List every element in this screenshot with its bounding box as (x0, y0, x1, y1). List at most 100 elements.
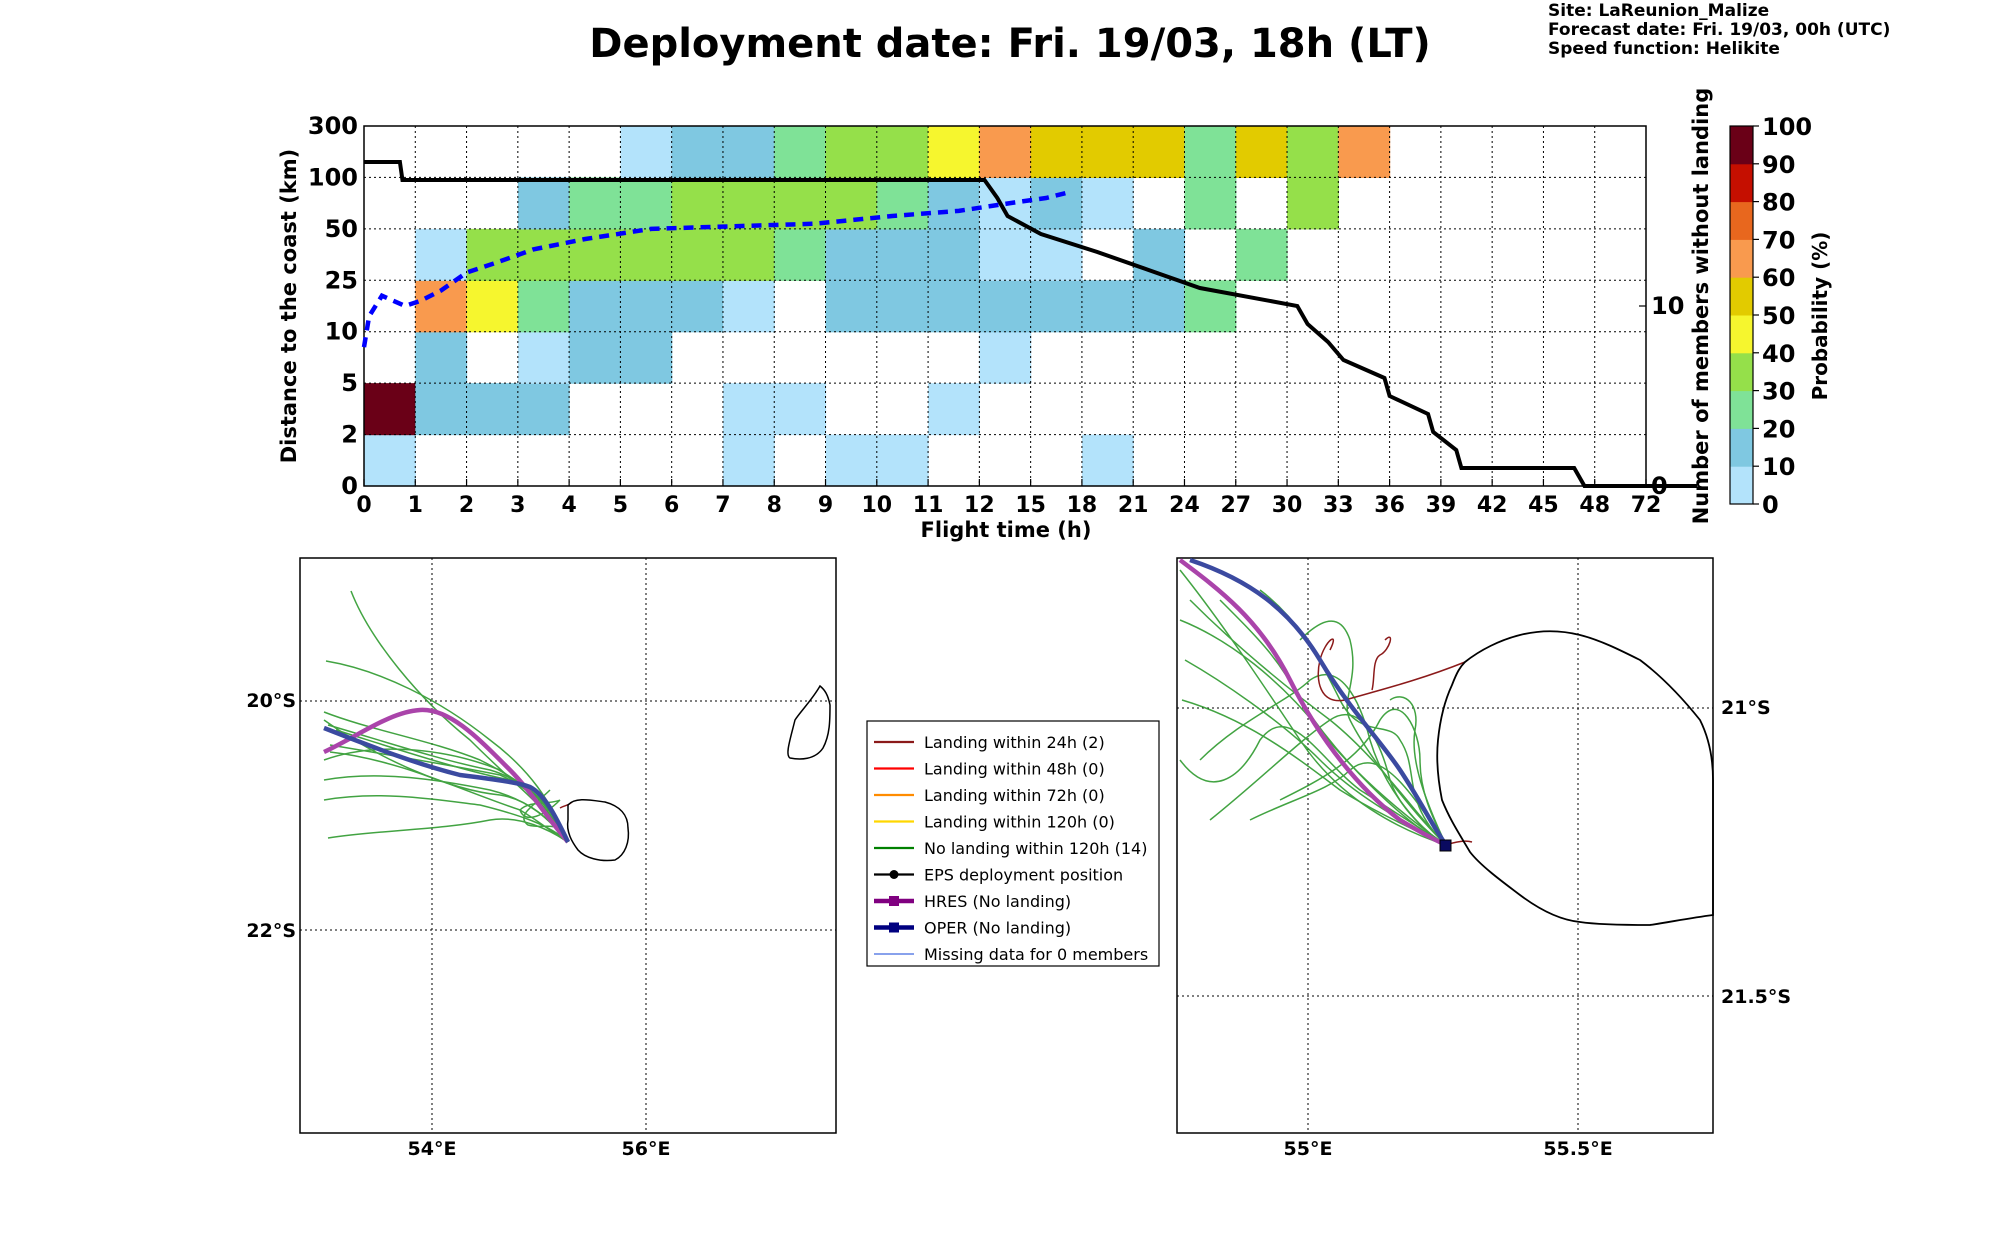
heat-cell (517, 228, 570, 281)
heat-cell (1030, 126, 1083, 179)
heat-cell (620, 126, 673, 179)
grid-lines (364, 126, 1646, 486)
heat-cell (364, 434, 416, 487)
heat-cell (671, 228, 724, 281)
legend-label: HRES (No landing) (924, 892, 1071, 911)
colorbar-tick-label: 20 (1762, 415, 1795, 443)
legend-label: No landing within 120h (14) (924, 839, 1147, 858)
chart-title: Deployment date: Fri. 19/03, 18h (LT) (589, 21, 1431, 67)
heat-cell (825, 228, 878, 281)
site-label: Site: LaReunion_Malize (1548, 1, 1769, 21)
legend-marker (889, 922, 899, 933)
heat-cell (774, 177, 827, 230)
heat-cell (415, 331, 468, 384)
x-tick-label: 36 (1374, 493, 1405, 518)
legend-label: EPS deployment position (924, 866, 1123, 885)
colorbar-swatch (1730, 277, 1753, 316)
lon-label-54e: 54°E (408, 1138, 457, 1160)
x-tick-label: 72 (1631, 493, 1662, 518)
legend-label: Landing within 120h (0) (924, 813, 1115, 832)
x-tick-label: 9 (818, 493, 833, 518)
colorbar-label: Probability (%) (1808, 232, 1832, 401)
colorbar-swatches (1730, 126, 1753, 505)
x-tick-label: 12 (964, 493, 995, 518)
colorbar-tick-label: 90 (1762, 151, 1795, 179)
x-tick-label: 39 (1426, 493, 1457, 518)
heat-cell (876, 177, 929, 230)
lat-label-22s: 22°S (246, 920, 296, 942)
hres-trajectory (323, 707, 570, 844)
x-tick-label: 30 (1272, 493, 1303, 518)
heat-cell (1287, 126, 1339, 179)
hres-trajectory-zoom (1178, 558, 1447, 848)
colorbar-swatch (1730, 201, 1753, 240)
probability-cells (364, 126, 1391, 487)
lon-label-55e: 55°E (1284, 1138, 1333, 1160)
x-tick-label: 27 (1220, 493, 1251, 518)
x-tick-label: 10 (861, 493, 892, 518)
colorbar-tick-labels: 0 10 20 30 40 50 60 70 80 90 100 (1753, 113, 1812, 519)
heat-cell (517, 383, 570, 436)
heat-cell (620, 331, 673, 384)
heat-cell (722, 434, 775, 487)
y-tick-label: 25 (325, 266, 358, 294)
lat-label-21s: 21°S (1721, 697, 1771, 719)
heat-cell (825, 177, 878, 230)
heat-cell (415, 228, 468, 281)
heat-cell (569, 228, 621, 281)
x-tick-label: 5 (613, 493, 628, 518)
forecast-date-label: Forecast date: Fri. 19/03, 00h (UTC) (1548, 20, 1890, 40)
mauritius-coastline (787, 684, 831, 760)
x-tick-label: 1 (408, 493, 423, 518)
heat-cell (1030, 177, 1083, 230)
x-tick-label: 7 (715, 493, 730, 518)
x-tick-label: 3 (510, 493, 525, 518)
x-tick-label: 11 (913, 493, 944, 518)
legend-label: Missing data for 0 members (924, 945, 1148, 964)
x-tick-label: 2 (459, 493, 474, 518)
legend-marker (889, 870, 899, 879)
heat-cell (774, 383, 827, 436)
lat-label-20s: 20°S (246, 690, 296, 712)
members-without-landing-line (364, 160, 1698, 488)
heat-cell (517, 331, 570, 384)
heat-cell (364, 383, 416, 436)
colorbar-tick-label: 50 (1762, 302, 1795, 330)
heat-cell (1287, 177, 1339, 230)
right-map-graticule (1177, 558, 1713, 1133)
heat-cell (466, 383, 519, 436)
heat-cell (671, 177, 724, 230)
colorbar-tick-label: 100 (1762, 113, 1812, 141)
colorbar-swatch (1730, 466, 1753, 505)
lon-label-56e: 56°E (622, 1138, 671, 1160)
heat-cell (825, 280, 878, 333)
colorbar-swatch (1730, 390, 1753, 429)
legend-label: Landing within 48h (0) (924, 760, 1105, 779)
heat-cell (466, 280, 519, 333)
right-map: 21°S 21.5°S 55°E 55.5°E (1176, 557, 1791, 1160)
colorbar-swatch (1730, 315, 1753, 354)
heat-cell (517, 177, 570, 230)
x-tick-label: 8 (767, 493, 782, 518)
colorbar-tick-label: 30 (1762, 378, 1795, 406)
heat-cell (722, 383, 775, 436)
legend-label: Landing within 24h (2) (924, 733, 1105, 752)
left-map-graticule (300, 558, 836, 1133)
colorbar-tick-label: 40 (1762, 340, 1795, 368)
heat-cell (1081, 434, 1134, 487)
colorbar-tick-label: 80 (1762, 189, 1795, 217)
y-tick-label: 0 (341, 472, 358, 500)
colorbar-swatch (1730, 428, 1753, 467)
x-tick-label: 15 (1015, 493, 1046, 518)
oper-trajectory (323, 725, 571, 843)
heat-cell (1030, 228, 1083, 281)
x-tick-label: 45 (1528, 493, 1559, 518)
legend-box (866, 720, 1160, 967)
reunion-coastline (566, 799, 630, 862)
legend: Landing within 24h (2) Landing within 48h… (866, 720, 1160, 967)
x-axis-label: Flight time (h) (921, 518, 1092, 542)
x-tick-label: 42 (1477, 493, 1508, 518)
heat-cell (876, 228, 929, 281)
